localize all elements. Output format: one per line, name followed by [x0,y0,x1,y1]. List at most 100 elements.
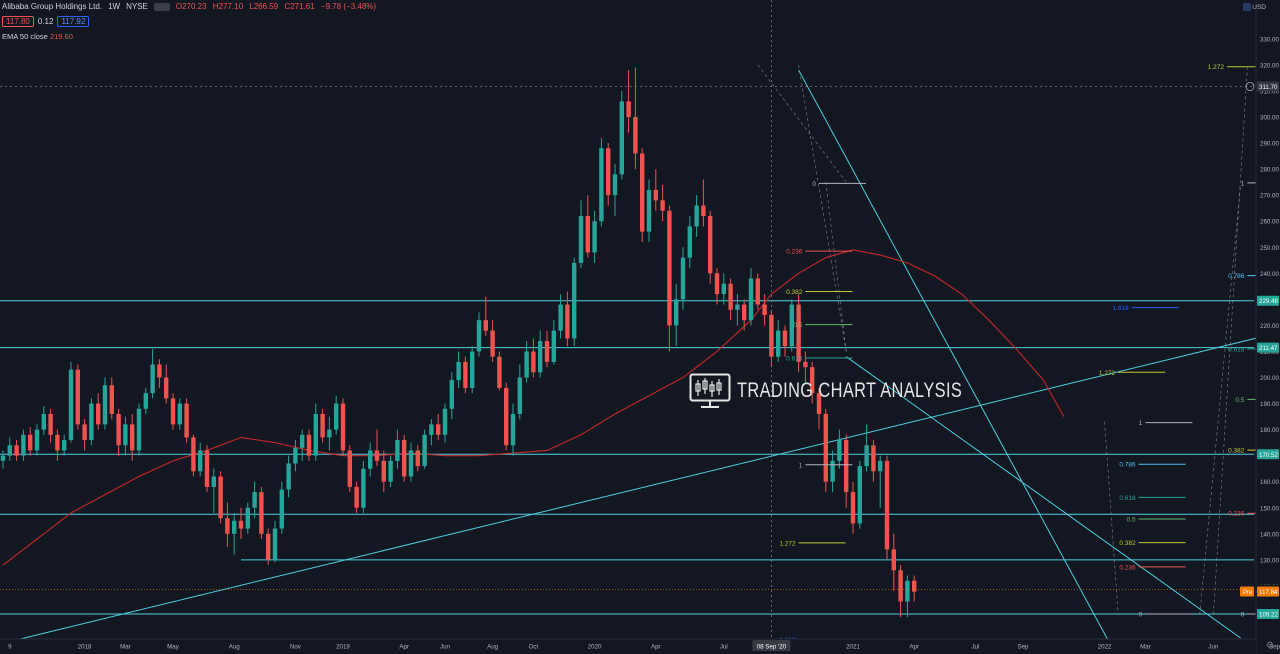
price-label: 211.47 [1257,342,1279,353]
candle-body [0,455,6,461]
currency-label[interactable]: USD [1252,4,1266,11]
candle-body [721,283,726,295]
candle [742,299,747,331]
y-tick-label: 140.00 [1260,531,1279,538]
candle-body [368,450,373,469]
candle [667,205,672,352]
candle [14,440,19,461]
candle [204,445,210,493]
candle [429,419,434,446]
candle-body [531,351,536,373]
candle [755,273,760,310]
x-tick-label: 9 [8,644,12,651]
fib-level-label: 0.382 [1228,448,1245,455]
candle [470,346,475,394]
candle-body [395,440,400,461]
candle [782,325,788,357]
candle [612,163,618,216]
price-label-text: 311.70 [1259,84,1278,91]
fib-level-label: 1.272 [1208,64,1225,71]
candle [354,481,359,513]
fib-level-label: 0.786 [1228,273,1245,280]
candle [640,148,645,243]
candle-body [687,226,692,258]
candle [136,403,142,456]
fib-level: 0.786 [1119,462,1186,469]
price-label-box [1257,608,1279,619]
candle-body [905,580,910,602]
candle [864,424,869,472]
y-tick-label: 310.00 [1260,88,1279,95]
candle-body [34,429,40,451]
candle-body [816,393,822,414]
high-value: H277.10 [212,2,244,11]
fib-level: 0.382 [1119,540,1186,547]
candle-body [7,445,12,456]
candle [898,565,903,618]
candle-body [701,205,706,216]
candle [680,247,686,310]
x-tick-label: Apr [399,644,409,651]
candle [177,398,182,430]
fib-anchor-line [1104,421,1119,615]
fib-level-label: 0.618 [1228,346,1245,353]
candle-body [102,385,108,425]
candle-body [28,434,33,451]
candle [517,364,522,420]
price-label-box [1257,342,1279,353]
spread-value: 0.12 [37,17,54,26]
fib-level: 0.5 [793,322,853,329]
candle-body [490,330,495,357]
x-tick-label: Apr [909,644,919,651]
candle [75,364,80,430]
gear-icon[interactable]: ⚙ [1265,640,1274,650]
buy-button[interactable]: 117.92 [57,16,90,27]
candle-body [408,450,414,477]
candle-body [204,450,210,487]
x-tick-label: May [167,644,180,651]
candle-body [334,403,339,430]
candle [82,419,87,451]
symbol-title[interactable]: Alibaba Group Holdings Ltd. [2,2,103,11]
candle-body [116,413,121,446]
candle [436,413,441,441]
candle-body [789,304,794,347]
candle [551,320,556,365]
chart-header: Alibaba Group Holdings Ltd. 1W NYSE O270… [2,2,380,11]
candle-body [381,460,386,482]
trendline [2,331,1280,644]
candle [184,398,189,443]
fib-level-label: 0.618 [786,355,803,362]
candle [476,312,482,357]
candle [272,520,278,563]
sell-button[interactable]: 117.80 [2,16,34,27]
candle-body [109,385,114,414]
candle-body [626,101,631,117]
y-tick-label: 280.00 [1260,167,1279,174]
candle-body [75,369,80,425]
candle-body [796,304,801,362]
y-tick-label: 270.00 [1260,193,1279,200]
candle-body [225,518,230,534]
candle [463,356,468,394]
candle-body [558,304,563,331]
candle [646,179,652,243]
indicator-legend[interactable]: EMA 50 close 219.60 [2,32,73,41]
candle [422,429,427,469]
candle [102,377,108,430]
candle-body [517,377,522,414]
candle-body [361,468,366,508]
candle-body [300,434,305,448]
interval-label[interactable]: 1W [108,2,121,11]
candle [619,90,624,180]
candle [585,195,590,258]
candle [810,361,815,404]
candle-body [150,364,155,394]
candle [293,440,298,472]
candle [803,351,808,383]
time-axis: 9 2018 Mar May Aug Nov 2019 Apr Jun Aug Oct 2020 Apr… [0,638,1280,654]
candle-body [177,403,182,425]
candle [816,387,822,430]
price-label-text: 229.48 [1259,298,1278,305]
